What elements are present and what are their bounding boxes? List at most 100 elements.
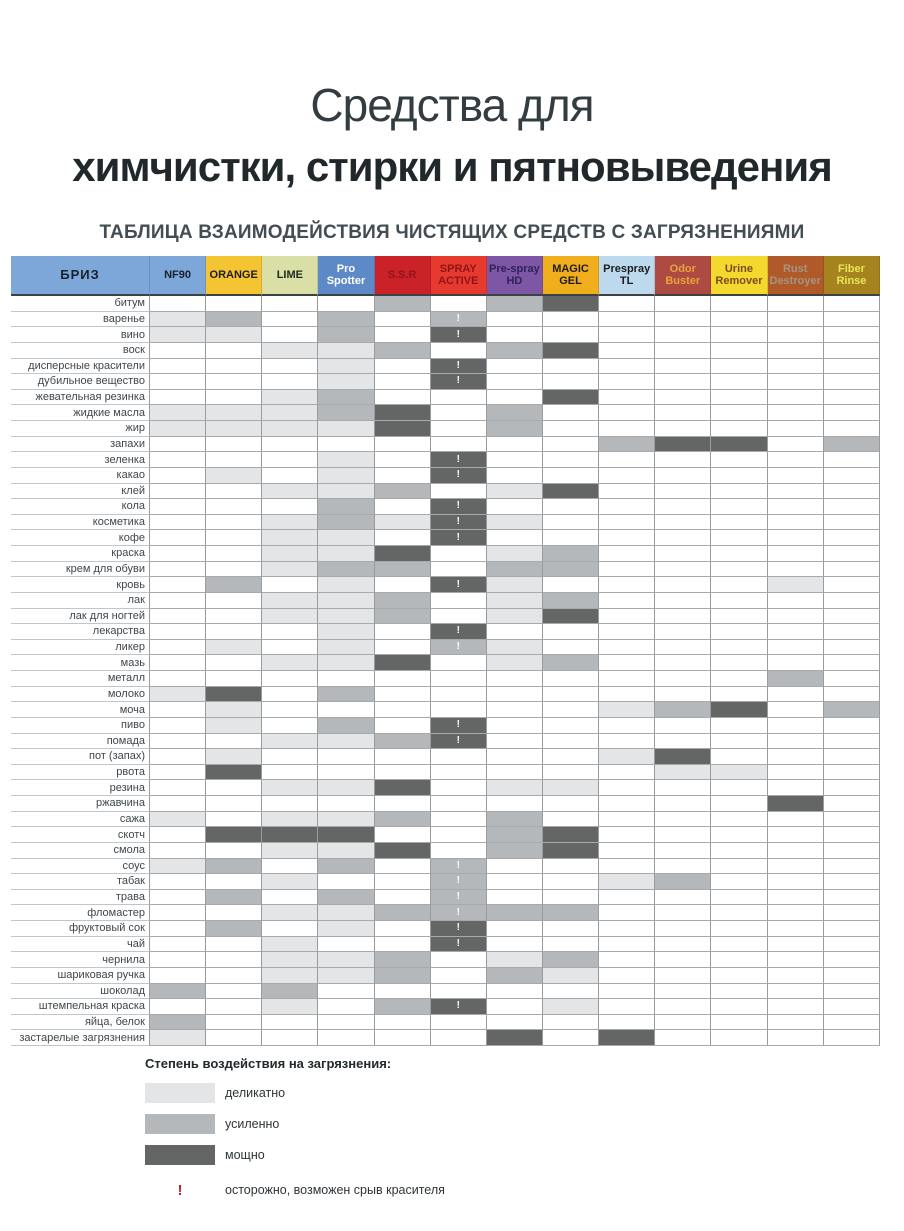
table-cell bbox=[486, 421, 543, 437]
table-cell bbox=[318, 780, 375, 796]
table-cell bbox=[262, 546, 319, 562]
table-cell bbox=[542, 717, 600, 734]
table-cell bbox=[767, 389, 824, 406]
table-cell bbox=[711, 842, 768, 859]
table-cell bbox=[150, 733, 207, 750]
table-cell bbox=[711, 374, 768, 390]
table-cell bbox=[262, 389, 319, 406]
table-cell bbox=[542, 1030, 600, 1046]
table-cell bbox=[430, 780, 487, 796]
table-cell bbox=[542, 999, 600, 1015]
table-cell bbox=[150, 936, 207, 953]
table-cell bbox=[374, 514, 431, 531]
table-cell bbox=[599, 624, 656, 640]
table-cell bbox=[374, 780, 431, 796]
table-cell bbox=[374, 608, 431, 625]
row-label: рвота bbox=[11, 764, 150, 781]
table-cell bbox=[486, 467, 543, 484]
table-cell bbox=[486, 686, 543, 703]
table-cell bbox=[206, 296, 263, 312]
table-cell bbox=[374, 842, 431, 859]
table-cell bbox=[823, 780, 880, 796]
table-cell bbox=[486, 905, 543, 921]
table-cell: ! bbox=[430, 624, 487, 640]
table-cell bbox=[542, 796, 600, 812]
table-cell bbox=[823, 499, 880, 515]
table-cell bbox=[599, 717, 656, 734]
table-cell bbox=[599, 811, 656, 828]
table-cell bbox=[318, 592, 375, 609]
table-cell bbox=[655, 342, 712, 359]
table-cell bbox=[823, 530, 880, 546]
table-cell bbox=[542, 967, 600, 984]
row-label: яйца, белок bbox=[11, 1014, 150, 1031]
table-cell bbox=[206, 530, 263, 546]
table-cell bbox=[374, 483, 431, 500]
table-cell bbox=[206, 999, 263, 1015]
table-cell bbox=[655, 296, 712, 312]
table-cell bbox=[150, 311, 207, 328]
table-cell bbox=[711, 499, 768, 515]
column-header-9: Prespray TL bbox=[599, 256, 656, 296]
table-cell bbox=[486, 796, 543, 812]
table-cell bbox=[767, 342, 824, 359]
table-cell bbox=[823, 921, 880, 937]
table-cell bbox=[823, 483, 880, 500]
table-cell bbox=[374, 936, 431, 953]
table-cell bbox=[318, 686, 375, 703]
legend-item: усиленно bbox=[145, 1114, 565, 1134]
dye-warning-mark: ! bbox=[456, 625, 460, 637]
table-cell bbox=[767, 608, 824, 625]
table-cell: ! bbox=[430, 499, 487, 515]
table-cell bbox=[542, 858, 600, 875]
table-cell bbox=[767, 702, 824, 718]
table-cell bbox=[374, 467, 431, 484]
table-cell bbox=[767, 780, 824, 796]
table-cell bbox=[150, 827, 207, 843]
table-cell bbox=[486, 889, 543, 906]
table-cell bbox=[711, 577, 768, 593]
row-label: краска bbox=[11, 546, 150, 562]
table-cell bbox=[262, 1014, 319, 1031]
column-header-12: Rust Destroyer bbox=[767, 256, 824, 296]
table-cell bbox=[150, 530, 207, 546]
table-cell bbox=[486, 514, 543, 531]
table-cell bbox=[599, 639, 656, 656]
table-cell bbox=[655, 405, 712, 421]
table-cell bbox=[486, 967, 543, 984]
table-cell bbox=[262, 608, 319, 625]
table-cell bbox=[823, 983, 880, 1000]
table-cell bbox=[262, 889, 319, 906]
table-cell bbox=[318, 842, 375, 859]
table-cell bbox=[823, 717, 880, 734]
table-cell bbox=[262, 421, 319, 437]
table-cell bbox=[262, 811, 319, 828]
table-cell bbox=[767, 889, 824, 906]
table-cell bbox=[655, 905, 712, 921]
table-cell bbox=[767, 467, 824, 484]
table-cell bbox=[206, 827, 263, 843]
dye-warning-mark: ! bbox=[456, 500, 460, 512]
table-cell bbox=[318, 499, 375, 515]
table-cell bbox=[374, 874, 431, 890]
table-cell bbox=[206, 389, 263, 406]
table-cell: ! bbox=[430, 311, 487, 328]
table-cell bbox=[486, 577, 543, 593]
column-header-3: LIME bbox=[262, 256, 319, 296]
table-cell bbox=[542, 514, 600, 531]
table-cell bbox=[206, 342, 263, 359]
table-cell bbox=[486, 452, 543, 468]
table-cell bbox=[318, 952, 375, 968]
row-label: воск bbox=[11, 342, 150, 359]
table-cell bbox=[318, 811, 375, 828]
table-cell bbox=[486, 296, 543, 312]
row-label: лекарства bbox=[11, 624, 150, 640]
table-cell bbox=[542, 296, 600, 312]
table-cell bbox=[823, 811, 880, 828]
table-cell bbox=[374, 499, 431, 515]
table-cell bbox=[599, 296, 656, 312]
table-cell bbox=[318, 858, 375, 875]
table-cell bbox=[767, 374, 824, 390]
table-cell bbox=[599, 483, 656, 500]
table-cell bbox=[374, 967, 431, 984]
